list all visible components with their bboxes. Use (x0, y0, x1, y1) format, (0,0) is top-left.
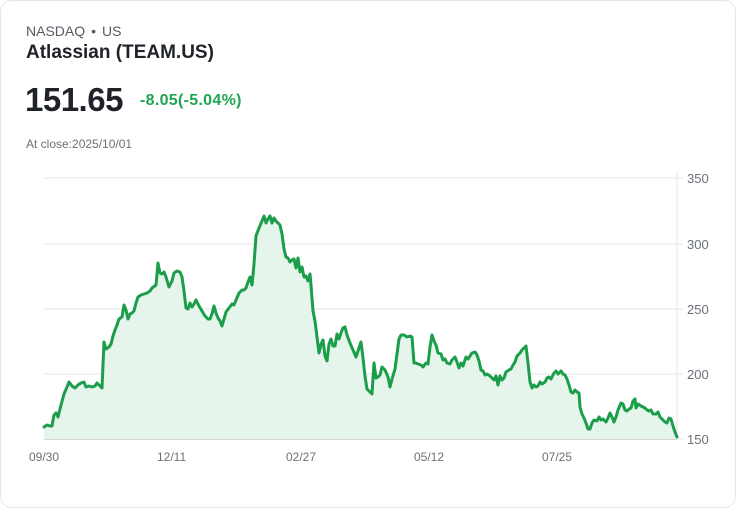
exchange-name: NASDAQ (26, 23, 86, 39)
x-tick-label: 07/25 (542, 450, 572, 464)
y-tick-label: 300 (687, 237, 709, 252)
y-axis-labels: 350 300 250 200 150 (687, 171, 709, 447)
x-tick-label: 12/11 (157, 450, 186, 464)
y-tick-label: 250 (687, 302, 709, 317)
price-line (42, 214, 679, 439)
current-price: 151.65 (25, 81, 123, 118)
stock-title: Atlassian (TEAM.US) (26, 42, 214, 63)
region-label: US (102, 23, 122, 39)
x-tick-label: 02/27 (286, 450, 316, 464)
x-axis-labels: 09/30 12/11 02/27 05/12 07/25 (29, 450, 572, 464)
x-tick-label: 05/12 (414, 450, 444, 464)
area-fill (44, 216, 677, 439)
close-date: At close:2025/10/01 (26, 137, 133, 151)
x-tick-label: 09/30 (29, 450, 59, 464)
separator-dot: • (91, 23, 97, 39)
y-tick-label: 150 (687, 432, 709, 447)
y-tick-label: 200 (687, 367, 709, 382)
exchange-line: NASDAQ • US (26, 23, 121, 39)
y-tick-label: 350 (687, 171, 709, 186)
price-change: -8.05(-5.04%) (140, 92, 242, 109)
